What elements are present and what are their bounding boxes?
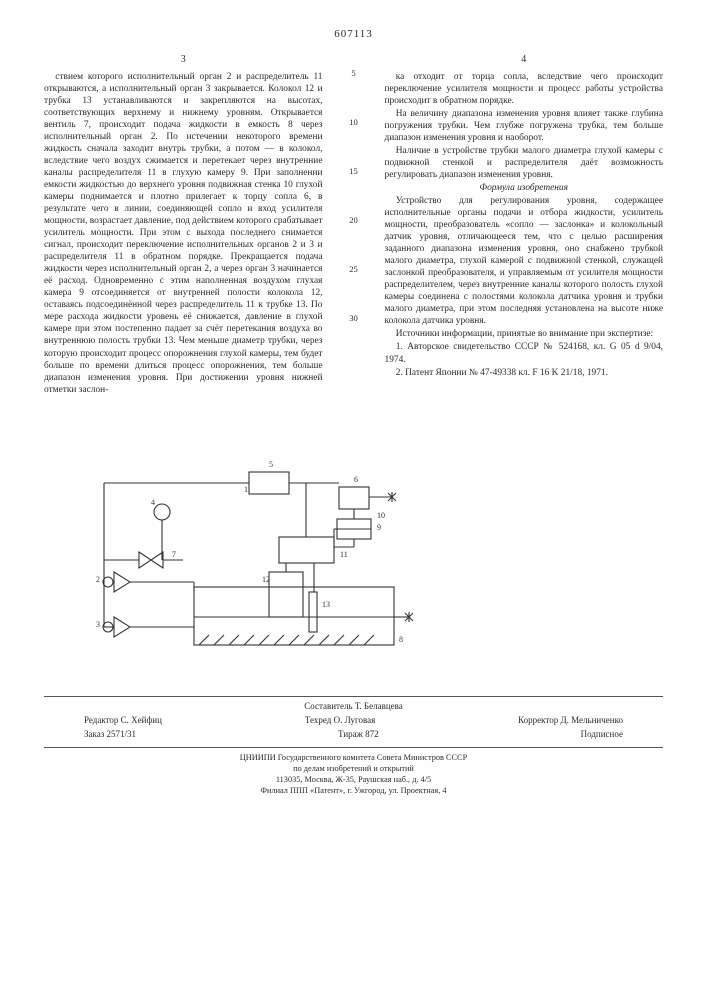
- line-number: 25: [347, 264, 361, 275]
- doc-number: 607113: [44, 28, 663, 40]
- footer-org: ЦНИИПИ Государственного комитета Совета …: [44, 752, 663, 797]
- schematic-diagram: 5 6 4 7 2 3 8 9 10 11 12 13 1: [44, 417, 424, 667]
- diagram-label: 2: [96, 575, 100, 584]
- footer-line: 113035, Москва, Ж-35, Раушская наб., д. …: [44, 774, 663, 785]
- diagram-label: 3: [96, 620, 100, 629]
- signed: Подписное: [581, 729, 623, 739]
- corrector-credit: Корректор Д. Мельниченко: [518, 715, 623, 725]
- text-columns: 3 ствием которого исполнительный орган 2…: [44, 54, 663, 397]
- left-body: ствием которого исполнительный орган 2 и…: [44, 71, 323, 396]
- diagram-label: 4: [151, 498, 155, 507]
- diagram-label: 10: [377, 511, 385, 520]
- diagram-label: 1: [244, 485, 248, 494]
- claim-text: Устройство для регулирования уровня, сод…: [385, 195, 664, 327]
- diagram-label: 6: [354, 475, 358, 484]
- tech-editor-credit: Техред О. Луговая: [305, 715, 375, 725]
- print-row: Заказ 2571/31 Тираж 872 Подписное: [84, 729, 623, 739]
- sources-heading: Источники информации, принятые во вниман…: [385, 328, 664, 340]
- footer-line: ЦНИИПИ Государственного комитета Совета …: [44, 752, 663, 763]
- line-number: 15: [347, 166, 361, 177]
- right-column: 4 ка отходит от торца сопла, вследствие …: [385, 54, 664, 397]
- compiler-credit: Составитель Т. Белавцева: [44, 701, 663, 711]
- diagram-label: 11: [340, 550, 348, 559]
- right-body-p3: Наличие в устройстве трубки малого диаме…: [385, 145, 664, 181]
- line-number: 5: [347, 68, 361, 79]
- right-body-p2: На величину диапазона изменения уровня в…: [385, 108, 664, 144]
- right-col-number: 4: [385, 54, 664, 67]
- editor-credit: Редактор С. Хейфиц: [84, 715, 162, 725]
- footer-line: Филиал ППП «Патент», г. Ужгород, ул. Про…: [44, 785, 663, 796]
- right-body-p1: ка отходит от торца сопла, вследствие че…: [385, 71, 664, 107]
- line-number: 10: [347, 117, 361, 128]
- credits-row: Редактор С. Хейфиц Техред О. Луговая Кор…: [84, 715, 623, 725]
- diagram-label: 8: [399, 635, 403, 644]
- line-number-gutter: 5 10 15 20 25 30: [347, 54, 361, 397]
- diagram-label: 5: [269, 460, 273, 469]
- order-number: Заказ 2571/31: [84, 729, 136, 739]
- diagram-label: 12: [262, 575, 270, 584]
- page: 607113 3 ствием которого исполнительный …: [0, 0, 707, 1000]
- formula-heading: Формула изобретения: [385, 182, 664, 194]
- left-column: 3 ствием которого исполнительный орган 2…: [44, 54, 323, 397]
- divider: [44, 696, 663, 697]
- source-2: 2. Патент Японии № 47-49338 кл. F 16 K 2…: [385, 367, 664, 379]
- divider: [44, 747, 663, 748]
- tirazh: Тираж 872: [338, 729, 379, 739]
- line-number: 30: [347, 313, 361, 324]
- footer-line: по делам изобретений и открытий: [44, 763, 663, 774]
- line-number: 20: [347, 215, 361, 226]
- source-1: 1. Авторское свидетельство СССР № 524168…: [385, 341, 664, 365]
- left-col-number: 3: [44, 54, 323, 67]
- diagram-label: 7: [172, 550, 176, 559]
- diagram-label: 13: [322, 600, 330, 609]
- diagram-label: 9: [377, 523, 381, 532]
